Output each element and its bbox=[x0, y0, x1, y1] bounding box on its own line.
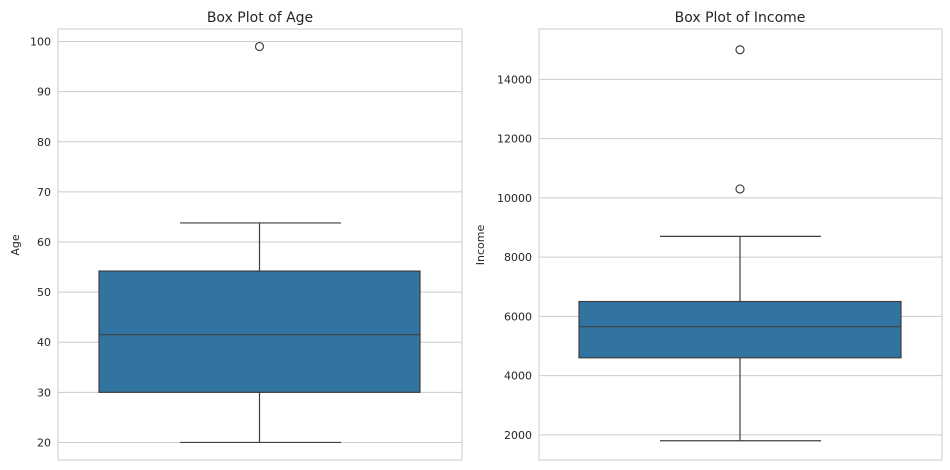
plot-frame bbox=[538, 28, 943, 461]
income-box-plot: Box Plot of Income Income 2000 4000 6000 80… bbox=[474, 10, 943, 461]
y-tick-label: 10000 bbox=[497, 192, 532, 205]
chart-title: Box Plot of Age bbox=[207, 10, 313, 26]
age-box-plot: Box Plot of Age Age 20 30 40 50 60 70 80 90 100 bbox=[9, 10, 463, 461]
outlier-point bbox=[735, 184, 745, 194]
plot-area: 2000 4000 6000 8000 10000 12000 14000 bbox=[497, 28, 943, 461]
y-tick-label: 100 bbox=[30, 36, 51, 49]
y-tick-label: 90 bbox=[37, 86, 51, 99]
y-axis-label: Income bbox=[474, 225, 487, 266]
iqr-box bbox=[578, 300, 902, 359]
y-tick-label: 14000 bbox=[497, 73, 532, 86]
outlier-point bbox=[254, 41, 265, 52]
iqr-box bbox=[98, 270, 421, 393]
y-tick-label: 8000 bbox=[504, 251, 532, 264]
y-tick-label: 2000 bbox=[504, 429, 532, 442]
y-tick-label: 50 bbox=[37, 286, 51, 299]
y-tick-label: 20 bbox=[37, 436, 51, 449]
y-tick-label: 60 bbox=[37, 236, 51, 249]
plot-area: 20 30 40 50 60 70 80 90 100 bbox=[30, 28, 463, 461]
y-tick-label: 40 bbox=[37, 336, 51, 349]
y-tick-label: 4000 bbox=[504, 370, 532, 383]
chart-title: Box Plot of Income bbox=[675, 10, 806, 26]
y-tick-label: 80 bbox=[37, 136, 51, 149]
y-tick-label: 6000 bbox=[504, 310, 532, 323]
y-tick-label: 70 bbox=[37, 186, 51, 199]
outlier-point bbox=[735, 45, 745, 55]
y-axis-label: Age bbox=[9, 234, 22, 256]
y-tick-label: 30 bbox=[37, 386, 51, 399]
plot-frame bbox=[57, 28, 463, 461]
y-tick-label: 12000 bbox=[497, 133, 532, 146]
